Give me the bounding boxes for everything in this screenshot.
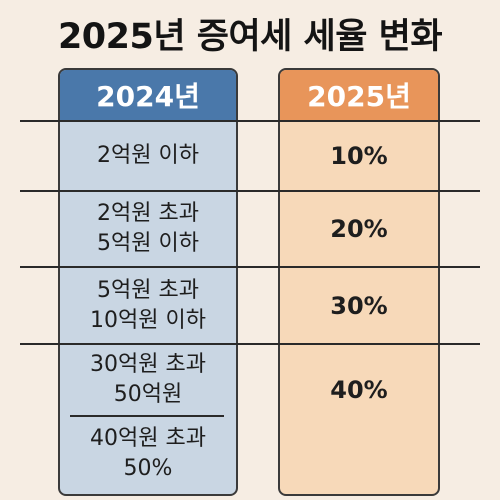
bracket-line: 30억원 초과 — [90, 352, 206, 377]
column-2024: 2024년 — [58, 68, 238, 496]
bracket-line: 2억원 이하 — [97, 143, 199, 168]
rate-row-2024: 2억원 초과 5억원 이하 — [60, 192, 236, 266]
row-divider — [20, 190, 480, 192]
rate-row-2025: 20% — [280, 192, 438, 266]
bracket-line: 5억원 이하 — [97, 231, 199, 256]
rate-value: 40% — [330, 376, 388, 404]
column-header-2024: 2024년 — [60, 70, 236, 120]
column-2025: 2025년 — [278, 68, 440, 496]
rate-value: 20% — [330, 215, 388, 243]
bracket-line: 2억원 초과 — [97, 201, 199, 226]
rate-row-2024: 40억원 초과 50% — [60, 420, 236, 488]
bracket-line: 40억원 초과 — [90, 426, 206, 451]
bracket-line: 50억원 — [113, 382, 183, 407]
rate-row-2025: 40% — [280, 345, 438, 435]
row-divider — [20, 266, 480, 268]
rate-row-2024: 30억원 초과 50억원 — [60, 347, 236, 413]
sub-divider — [70, 415, 224, 417]
row-divider — [20, 120, 480, 122]
page-title: 2025년 증여세 세율 변화 — [57, 17, 443, 57]
bracket-line: 10억원 이하 — [90, 307, 206, 333]
row-divider — [20, 343, 480, 345]
rate-row-2024: 2억원 이하 — [60, 122, 236, 190]
bracket-line: 50% — [123, 456, 173, 481]
rate-row-2025: 10% — [280, 122, 438, 190]
rate-row-2024: 5억원 초과 10억원 이하 — [60, 268, 236, 343]
bracket-line: 5억원 초과 — [97, 277, 199, 303]
rate-value: 30% — [330, 291, 388, 320]
column-header-2025: 2025년 — [280, 70, 438, 120]
rate-row-2025: 30% — [280, 268, 438, 343]
rate-value: 10% — [330, 142, 388, 170]
